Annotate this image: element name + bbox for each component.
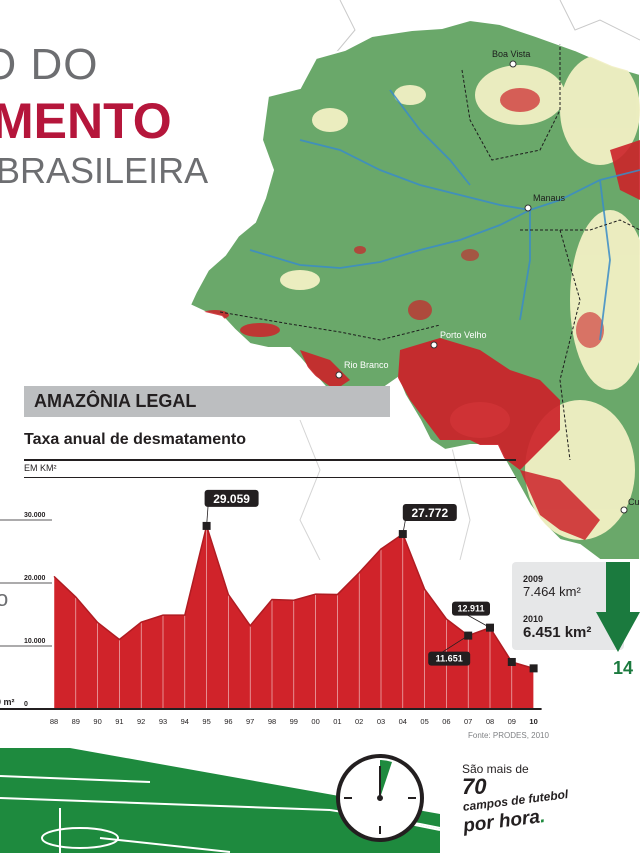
annotation-label: 12.911 [457,604,484,614]
annotation-label: 11.651 [436,654,463,664]
deforestation-area-chart: 0 10.000 20.000 30.000 88 89 90 91 92 93 94 95 96 97 9… [0,489,542,726]
stat-year-2009: 2009 [523,574,544,584]
chart-units-label: EM KM² [24,463,57,473]
football-dot: . [538,805,547,828]
y-tick-label: 30.000 [24,512,46,519]
x-tick-label: 96 [224,717,232,726]
annotation-box [428,651,471,666]
data-point-marker [507,657,516,666]
units-rule [24,477,516,478]
y-tick-label: 20.000 [24,575,46,582]
annotation-box [452,601,490,616]
stat-value-2010: 6.451 km² [523,624,592,641]
city-label: Boa Vista [492,49,530,59]
section-band: AMAZÔNIA LEGAL [24,386,390,417]
x-tick-label: 92 [137,717,145,726]
annotation-label: 29.059 [213,492,250,506]
title-rule [24,459,516,461]
arrow-down-icon [596,562,640,652]
football-text-number: 70 [462,774,487,799]
city-label: Rio Branco [344,360,389,370]
title-line-1: O DO [0,40,99,89]
annotation-label: 27.772 [411,506,448,520]
data-point-marker [529,664,538,673]
x-tick-label: 04 [399,717,407,726]
x-tick-label: 09 [508,717,516,726]
edge-text-m2: 0 m² [0,697,15,707]
city-markers: Boa Vista Manaus Porto Velho Rio Branco … [335,49,640,514]
x-tick-label: 97 [246,717,254,726]
x-tick-label: 02 [355,717,363,726]
x-tick-label: 06 [442,717,450,726]
x-tick-label: 94 [181,717,189,726]
x-tick-label: 89 [72,717,80,726]
x-tick-label: 93 [159,717,167,726]
amazonia-map: Boa Vista Manaus Porto Velho Rio Branco … [188,0,640,560]
title-line-2: MENTO [0,93,172,149]
chart-title: Taxa anual de desmatamento [24,431,246,448]
clock-icon [336,754,424,842]
x-tick-label: 05 [420,717,428,726]
edge-text-left: o [0,586,9,611]
chart-source: Fonte: PRODES, 2010 [468,731,549,740]
y-tick-label: 10.000 [24,638,46,645]
x-tick-label: 95 [202,717,210,726]
x-tick-label: 90 [93,717,101,726]
stat-value-2009: 7.464 km² [523,584,581,599]
x-tick-label: 07 [464,717,472,726]
chart-line [53,523,534,670]
annotation-box [402,504,457,522]
x-tick-label: 98 [268,717,276,726]
stat-year-2010: 2010 [523,614,544,624]
city-label: Manaus [533,193,566,203]
football-text-intro: São mais de [462,762,529,776]
football-field [0,748,441,853]
annotation-box [204,489,259,507]
x-tick-label: 03 [377,717,385,726]
x-tick-label: 10 [529,717,537,726]
x-tick-label: 99 [290,717,298,726]
city-label: Cu [628,497,640,507]
x-tick-label: 88 [50,717,58,726]
x-tick-label: 08 [486,717,494,726]
y-tick-label: 0 [24,701,28,708]
x-tick-label: 01 [333,717,341,726]
reduction-percent: 14 [613,658,634,678]
city-label: Porto Velho [440,330,487,340]
title-line-3: BRASILEIRA [0,150,209,191]
section-label: AMAZÔNIA LEGAL [34,391,197,411]
stats-box: 2009 7.464 km² 2010 6.451 km² [512,562,624,650]
x-tick-label: 91 [115,717,123,726]
x-tick-label: 00 [311,717,319,726]
